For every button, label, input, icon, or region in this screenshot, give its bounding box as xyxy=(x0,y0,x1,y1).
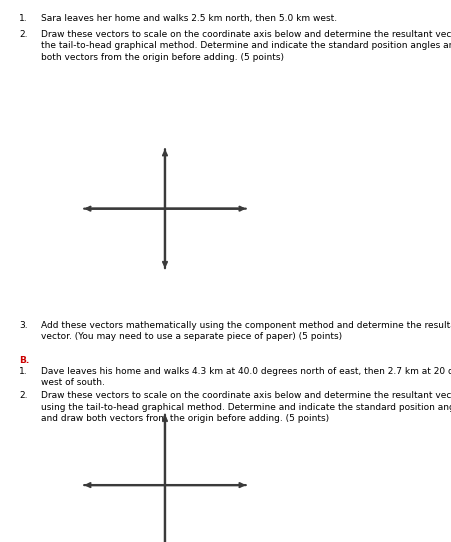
Text: 1.: 1. xyxy=(19,14,28,23)
Text: Sara leaves her home and walks 2.5 km north, then 5.0 km west.: Sara leaves her home and walks 2.5 km no… xyxy=(41,14,336,23)
Text: Draw these vectors to scale on the coordinate axis below and determine the resul: Draw these vectors to scale on the coord… xyxy=(41,30,451,62)
Text: Add these vectors mathematically using the component method and determine the re: Add these vectors mathematically using t… xyxy=(41,321,451,341)
Text: Dave leaves his home and walks 4.3 km at 40.0 degrees north of east, then 2.7 km: Dave leaves his home and walks 4.3 km at… xyxy=(41,367,451,388)
Text: 3.: 3. xyxy=(19,321,28,330)
Text: 1.: 1. xyxy=(19,367,28,376)
Text: 2.: 2. xyxy=(19,30,28,39)
Text: 2.: 2. xyxy=(19,391,28,401)
Text: Draw these vectors to scale on the coordinate axis below and determine the resul: Draw these vectors to scale on the coord… xyxy=(41,391,451,423)
Text: B.: B. xyxy=(19,356,29,365)
